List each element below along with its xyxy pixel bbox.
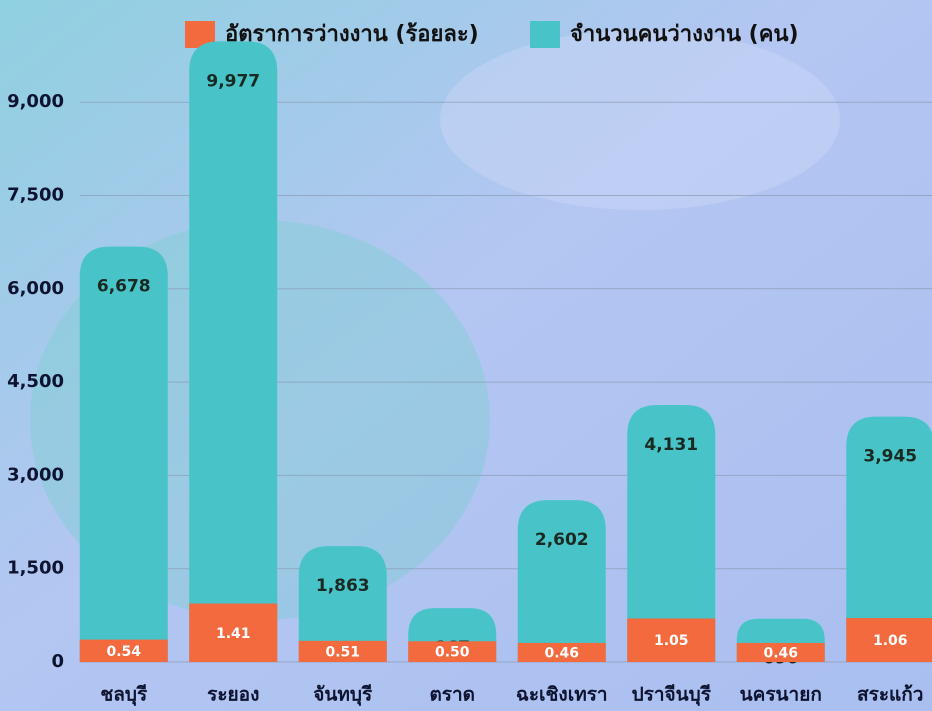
- value-label: 1.06: [873, 633, 908, 649]
- value-label: 0.46: [544, 645, 579, 661]
- y-tick-label: 0: [51, 651, 64, 672]
- bar: [80, 247, 168, 662]
- x-tick-label: ฉะเชิงเทรา: [516, 684, 608, 706]
- page: อัตราการว่างงาน (ร้อยละ) จำนวนคนว่างงาน (…: [0, 0, 932, 711]
- y-tick-label: 7,500: [7, 185, 64, 206]
- legend-label: จำนวนคนว่างงาน (คน): [570, 22, 799, 47]
- value-label: 0.51: [325, 644, 360, 660]
- decoration: [440, 30, 840, 210]
- chart: อัตราการว่างงาน (ร้อยละ) จำนวนคนว่างงาน (…: [0, 0, 932, 711]
- legend-swatch: [530, 21, 560, 48]
- value-label: 4,131: [644, 435, 698, 455]
- x-tick-label: ระยอง: [207, 684, 259, 706]
- y-tick-label: 4,500: [7, 371, 64, 392]
- y-tick-label: 3,000: [7, 464, 64, 485]
- value-label: 6,678: [97, 277, 151, 297]
- value-label: 0.46: [763, 645, 798, 661]
- x-tick-label: นครนายก: [740, 684, 822, 706]
- x-tick-label: สระแก้ว: [857, 684, 923, 706]
- value-label: 0.50: [435, 645, 470, 661]
- x-tick-label: ปราจีนบุรี: [632, 684, 712, 707]
- bar: [518, 500, 606, 662]
- value-label: 1.05: [654, 633, 689, 649]
- y-tick-label: 9,000: [7, 91, 64, 112]
- x-tick-label: จันทบุรี: [313, 684, 373, 707]
- value-label: 0.54: [106, 644, 141, 660]
- y-tick-label: 1,500: [7, 558, 64, 579]
- value-label: 9,977: [206, 71, 260, 91]
- value-label: 3,945: [863, 447, 917, 467]
- value-label: 1,863: [316, 576, 370, 596]
- y-tick-label: 6,000: [7, 278, 64, 299]
- x-tick-label: ตราด: [429, 684, 475, 706]
- value-label: 2,602: [535, 530, 589, 550]
- x-tick-label: ชลบุรี: [100, 684, 148, 707]
- legend-label: อัตราการว่างงาน (ร้อยละ): [225, 22, 479, 47]
- value-label: 1.41: [216, 626, 251, 642]
- bar: [189, 41, 277, 662]
